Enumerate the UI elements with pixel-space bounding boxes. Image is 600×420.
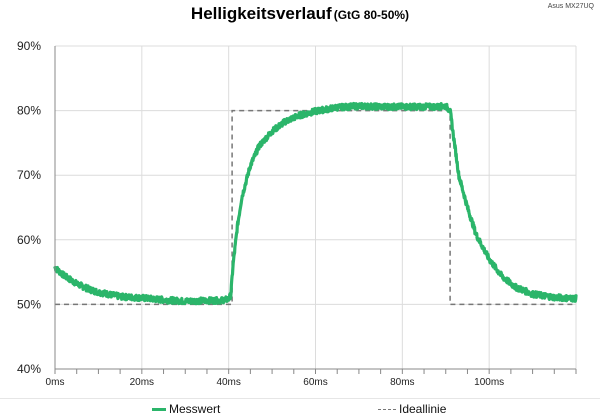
y-tick-label: 40% [17, 362, 41, 376]
y-tick-label: 70% [17, 168, 41, 182]
legend-swatch-messwert [152, 407, 166, 411]
legend-label-ideallinie: Ideallinie [399, 402, 447, 416]
x-tick-label: 80ms [390, 377, 414, 388]
legend-item-messwert: Messwert [152, 402, 220, 416]
legend-item-ideallinie: Ideallinie [378, 402, 446, 416]
x-tick-label: 60ms [303, 377, 327, 388]
legend-swatch-ideallinie [378, 408, 396, 410]
chart-title-block: Helligkeitsverlauf (GtG 80-50%) [0, 4, 600, 24]
x-tick-label: 0ms [46, 377, 65, 388]
grid-lines [55, 45, 577, 369]
legend-separator [0, 398, 600, 399]
y-tick-label: 90% [17, 39, 41, 53]
x-tick-label: 40ms [216, 377, 240, 388]
y-tick-label: 60% [17, 233, 41, 247]
series-lines [53, 101, 578, 306]
series-line-messwert [53, 101, 578, 306]
x-axis-ticks: 0ms 20ms 40ms 60ms 80ms 100ms [46, 369, 577, 388]
legend: Messwert Ideallinie [0, 402, 600, 418]
chart-subtitle: (GtG 80-50%) [333, 8, 410, 22]
y-tick-label: 80% [17, 104, 41, 118]
legend-label-messwert: Messwert [169, 402, 221, 416]
y-axis-ticks: 40% 50% 60% 70% 80% 90% [17, 39, 41, 376]
device-label: Asus MX27UQ [547, 3, 594, 10]
x-tick-label: 20ms [130, 377, 154, 388]
chart-title: Helligkeitsverlauf [190, 4, 332, 23]
y-tick-label: 50% [17, 297, 41, 311]
x-tick-label: 100ms [474, 377, 504, 388]
